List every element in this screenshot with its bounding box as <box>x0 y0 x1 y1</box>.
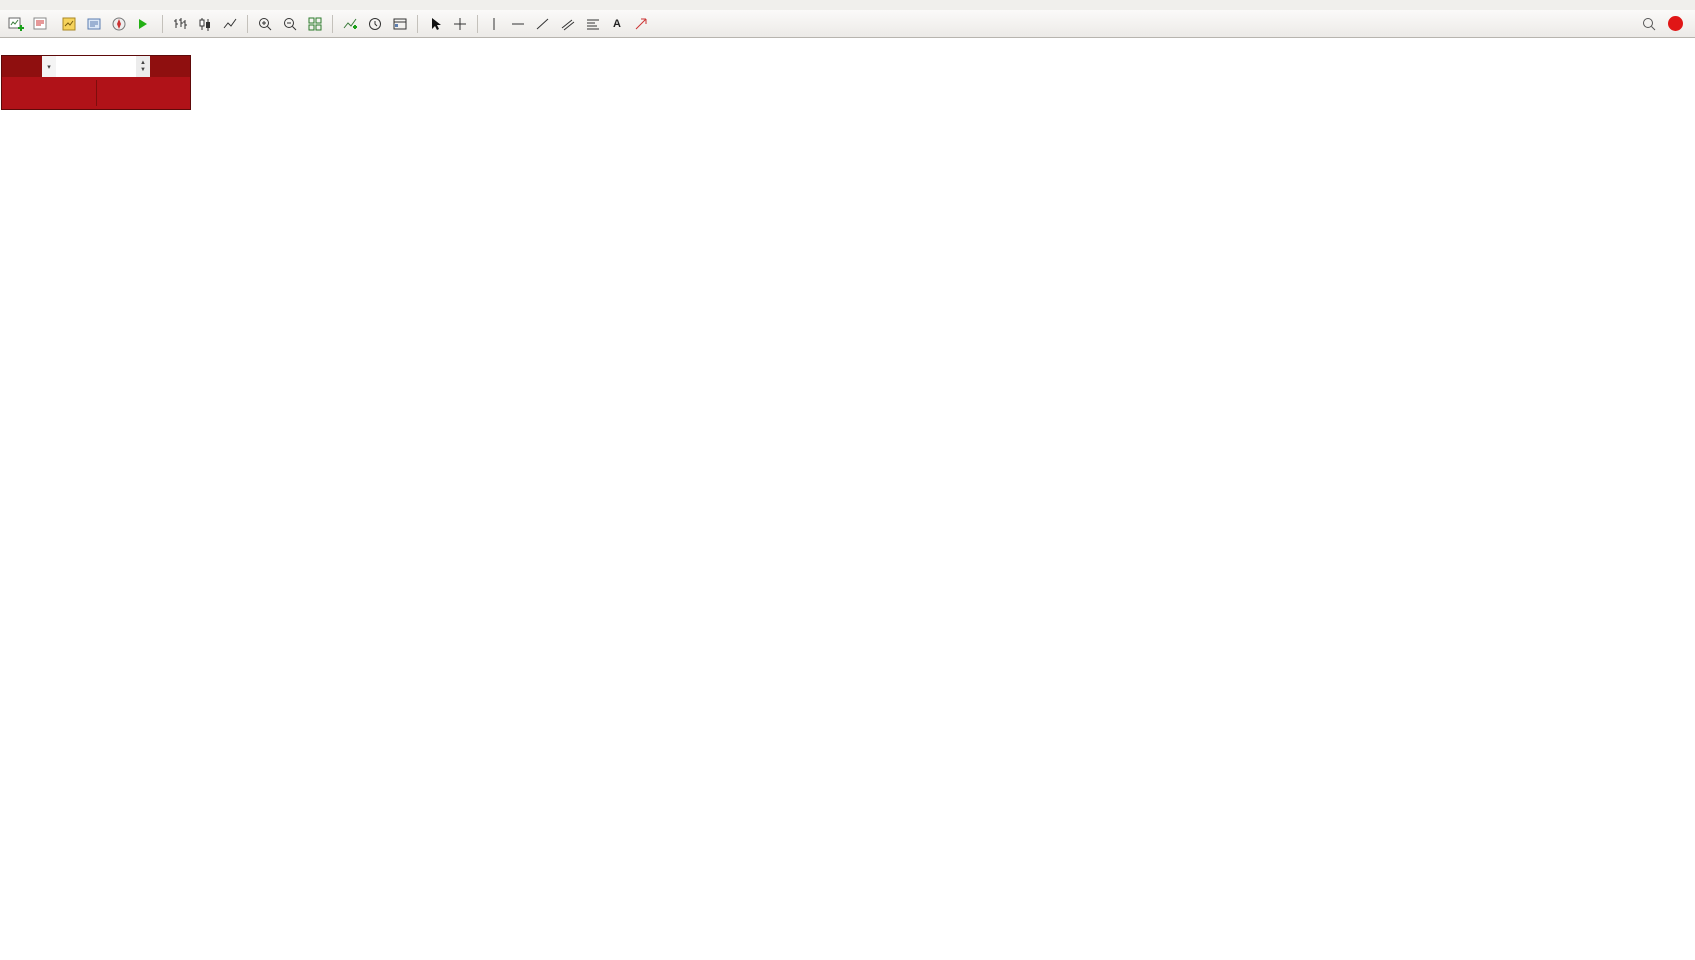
spin-up-icon[interactable]: ▲ <box>140 59 146 66</box>
candlestick-chart-icon <box>199 17 210 31</box>
periods-button[interactable] <box>363 13 387 35</box>
bar-chart-icon <box>174 17 187 29</box>
vertical-line-icon <box>493 17 495 30</box>
crosshair-button[interactable] <box>448 13 472 35</box>
autotrading-button[interactable] <box>132 13 157 35</box>
navigator-icon <box>112 17 126 30</box>
volume-dropdown-icon[interactable]: ▾ <box>42 56 56 77</box>
text-button[interactable]: A <box>606 13 628 35</box>
market-watch-button[interactable] <box>57 13 81 35</box>
zoom-out-icon <box>284 17 297 30</box>
market-watch-icon <box>62 17 76 30</box>
search-button[interactable] <box>1637 13 1661 35</box>
one-click-trading-panel: ▾ ▲ ▼ <box>1 55 191 110</box>
autotrading-play-icon <box>139 18 147 29</box>
new-order-button[interactable] <box>29 13 56 35</box>
toolbar: A <box>0 10 1695 38</box>
notification-badge[interactable] <box>1668 16 1683 31</box>
volume-spinner[interactable]: ▲ ▼ <box>136 56 150 77</box>
macd-indicator-label <box>0 555 5 565</box>
tile-windows-button[interactable] <box>303 13 327 35</box>
fibonacci-icon <box>587 19 599 29</box>
arrow-tool-icon <box>635 18 647 29</box>
search-icon <box>1643 17 1656 30</box>
navigator-button[interactable] <box>107 13 131 35</box>
clock-icon <box>369 17 381 30</box>
terminal-icon <box>87 18 101 29</box>
bar-chart-button[interactable] <box>168 13 192 35</box>
new-chart-button[interactable] <box>4 13 28 35</box>
toolbar-separator <box>247 14 248 33</box>
sell-button[interactable] <box>2 56 42 77</box>
price-chart-canvas[interactable] <box>0 38 1695 960</box>
rsi-indicator-label <box>0 715 1 725</box>
text-tool-icon: A <box>613 17 621 30</box>
trendline-icon <box>536 18 549 29</box>
new-chart-icon <box>8 17 24 31</box>
candlestick-chart-button[interactable] <box>193 13 217 35</box>
cursor-icon <box>432 17 441 30</box>
templates-icon <box>393 18 407 29</box>
line-chart-icon <box>223 18 237 28</box>
channel-button[interactable] <box>556 13 580 35</box>
toolbar-right-group <box>1637 13 1691 35</box>
spin-down-icon[interactable]: ▼ <box>140 66 146 73</box>
line-chart-button[interactable] <box>218 13 242 35</box>
indicators-button[interactable] <box>338 13 362 35</box>
horizontal-line-button[interactable] <box>506 13 530 35</box>
toolbar-separator <box>162 14 163 33</box>
zoom-in-button[interactable] <box>253 13 277 35</box>
buy-button[interactable] <box>150 56 190 77</box>
toolbar-separator <box>417 14 418 33</box>
templates-button[interactable] <box>388 13 412 35</box>
crosshair-icon <box>454 17 466 30</box>
cursor-button[interactable] <box>423 13 447 35</box>
terminal-button[interactable] <box>82 13 106 35</box>
menubar <box>0 0 1695 10</box>
toolbar-separator <box>477 14 478 33</box>
zoom-out-button[interactable] <box>278 13 302 35</box>
tile-windows-icon <box>308 17 322 30</box>
volume-input[interactable] <box>56 56 136 77</box>
trendline-button[interactable] <box>531 13 555 35</box>
horizontal-line-icon <box>512 23 524 24</box>
arrows-tool-button[interactable] <box>629 13 653 35</box>
fibonacci-button[interactable] <box>581 13 605 35</box>
vertical-line-button[interactable] <box>483 13 505 35</box>
chart-window: ▾ ▲ ▼ <box>0 38 1695 960</box>
chart-title <box>6 41 15 52</box>
indicators-icon <box>343 18 357 29</box>
channel-icon <box>561 19 575 30</box>
price-divider <box>95 80 97 106</box>
toolbar-separator <box>332 14 333 33</box>
new-order-icon <box>33 17 47 29</box>
zoom-in-icon <box>259 17 272 30</box>
